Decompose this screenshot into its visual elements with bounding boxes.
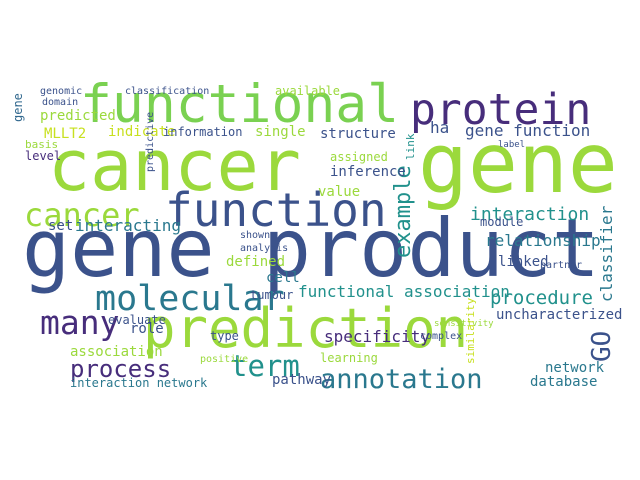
word: interaction: [470, 204, 589, 225]
word: ha: [430, 118, 449, 137]
word: many: [40, 303, 119, 342]
word: role: [130, 321, 164, 337]
word: predicted: [40, 108, 116, 124]
word: sensitivity: [434, 319, 494, 329]
word: type: [210, 329, 239, 343]
word: available: [275, 84, 340, 98]
word: label: [498, 140, 525, 150]
word: classification: [125, 86, 209, 97]
word: assigned: [330, 150, 388, 164]
word: learning: [320, 351, 378, 365]
word: domain: [42, 97, 78, 108]
word: uncharacterized: [496, 307, 622, 323]
word: protein: [410, 85, 591, 135]
word: GO: [587, 331, 617, 362]
word: gene: [418, 115, 618, 212]
word: prediction: [143, 297, 468, 360]
word: inference: [330, 164, 406, 180]
word: term: [230, 349, 300, 383]
word: module: [480, 215, 523, 229]
word: functional association: [298, 282, 510, 301]
word: cell: [266, 270, 300, 286]
word: procedure: [490, 287, 593, 309]
word: information: [163, 125, 242, 139]
word: structure: [320, 126, 396, 142]
word: linked: [498, 254, 549, 270]
word: shown: [240, 230, 270, 241]
word: evaluate: [108, 313, 166, 327]
word: annotation: [320, 364, 483, 395]
word: analysis: [240, 243, 288, 254]
word: link: [404, 133, 417, 160]
word: level: [25, 149, 61, 163]
word: gene product: [22, 202, 600, 295]
word: gene function: [465, 121, 590, 140]
word: MLLT2: [44, 126, 86, 142]
word: database: [530, 374, 597, 390]
word: set: [48, 218, 73, 234]
word: network: [545, 360, 605, 376]
word: example: [391, 165, 416, 258]
word: value: [318, 184, 360, 200]
word: process: [70, 355, 171, 383]
word: interaction network: [70, 376, 208, 390]
word: defined: [226, 254, 285, 270]
word: basis: [25, 138, 58, 151]
word: functional: [80, 74, 399, 135]
word: partner: [540, 260, 582, 271]
word: indicate: [108, 124, 175, 140]
word: function: [165, 183, 387, 237]
word: relationship: [485, 231, 601, 250]
word: pathway: [272, 372, 331, 388]
word: cancer: [24, 196, 140, 234]
word: classifier: [597, 205, 616, 302]
word: specificity: [324, 327, 430, 346]
word: association: [70, 344, 163, 360]
word: genomic: [40, 86, 82, 97]
word: interacting: [75, 216, 181, 235]
word: molecular: [95, 279, 285, 319]
word: cancer: [48, 125, 301, 207]
word: gene: [11, 93, 25, 122]
word: positive: [200, 354, 248, 365]
word: predictive: [145, 112, 156, 172]
word: complex: [420, 331, 462, 342]
word: tumour: [250, 288, 293, 302]
word: similarity: [464, 297, 477, 364]
word: single: [255, 124, 306, 140]
